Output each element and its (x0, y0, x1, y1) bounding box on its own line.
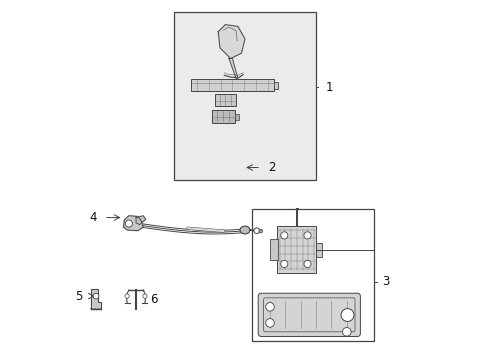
Polygon shape (91, 289, 101, 309)
Circle shape (125, 220, 132, 227)
Bar (173, 12, 317, 180)
Circle shape (266, 302, 274, 311)
Bar (215, 94, 236, 107)
Text: 5: 5 (75, 289, 82, 303)
Text: 2: 2 (268, 161, 276, 174)
Text: 4: 4 (89, 211, 97, 224)
Polygon shape (218, 24, 245, 59)
Bar (252, 208, 373, 341)
Circle shape (304, 232, 311, 239)
Ellipse shape (240, 226, 250, 234)
Bar (277, 226, 317, 273)
Bar (235, 113, 239, 120)
Polygon shape (123, 216, 143, 231)
Circle shape (266, 319, 274, 327)
Text: 3: 3 (383, 275, 390, 288)
Text: 6: 6 (150, 293, 158, 306)
Circle shape (259, 229, 263, 233)
FancyBboxPatch shape (258, 293, 360, 337)
Text: 1: 1 (325, 81, 333, 94)
Circle shape (343, 328, 351, 336)
Bar (273, 82, 278, 89)
Polygon shape (136, 216, 146, 225)
Circle shape (254, 228, 260, 234)
Bar (192, 79, 273, 91)
Circle shape (143, 294, 147, 298)
Circle shape (304, 260, 311, 267)
Circle shape (125, 294, 129, 298)
Circle shape (281, 260, 288, 267)
Bar (212, 110, 235, 123)
Bar (270, 239, 278, 260)
Bar (316, 243, 322, 257)
Circle shape (93, 293, 99, 299)
Circle shape (341, 309, 354, 321)
Circle shape (281, 232, 288, 239)
Polygon shape (229, 59, 238, 78)
